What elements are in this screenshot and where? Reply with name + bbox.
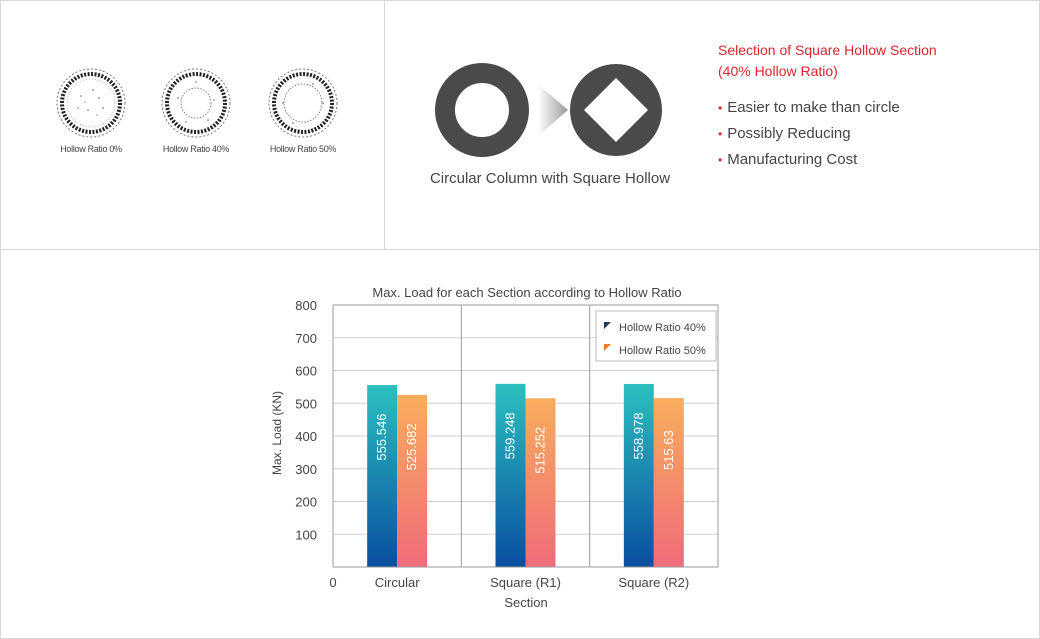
y-tick-label: 700 xyxy=(295,331,317,346)
plot-frame xyxy=(332,304,719,568)
chart-bars: 555.546 525.682 559.248 515.252 558.978 515.6… xyxy=(367,383,684,567)
bar-40-0 xyxy=(367,385,398,567)
circular-section-50-icon xyxy=(268,68,338,138)
legend-label-40: Hollow Ratio 40% xyxy=(619,322,706,334)
y-zero-label: 0 xyxy=(329,575,336,590)
x-tick-label: Square (R1) xyxy=(490,575,561,590)
chart-legend: Hollow Ratio 40% Hollow Ratio 50% xyxy=(595,310,717,362)
legend-swatch-40-icon xyxy=(604,322,611,329)
bar-50-1 xyxy=(525,398,556,567)
bar-value-label: 558.978 xyxy=(631,412,646,459)
legend-swatch-50-icon xyxy=(604,344,611,351)
benefit-text: Easier to make than circle xyxy=(727,99,900,116)
max-load-chart: Max. Load for each Section according to … xyxy=(270,285,719,610)
bar-50-0 xyxy=(397,394,428,567)
section-label-50: Hollow Ratio 50% xyxy=(269,144,337,154)
bar-40-2 xyxy=(623,383,654,567)
circular-hollow-icon xyxy=(435,63,529,157)
bar-50-2 xyxy=(653,398,684,567)
bar-value-label: 559.248 xyxy=(503,412,518,459)
section-hollow-40: Hollow Ratio 40% xyxy=(154,68,238,154)
bar-40-1 xyxy=(495,383,526,567)
concept-diagram xyxy=(435,63,662,157)
x-tick-label: Square (R2) xyxy=(618,575,689,590)
arrow-right-icon xyxy=(538,84,568,136)
y-tick-label: 600 xyxy=(295,364,317,379)
section-label-0: Hollow Ratio 0% xyxy=(60,144,122,154)
concept-caption: Circular Column with Square Hollow xyxy=(429,170,671,187)
selection-title-line2: (40% Hollow Ratio) xyxy=(718,63,838,79)
y-tick-label: 300 xyxy=(295,462,317,477)
bullet-icon: • xyxy=(718,153,723,167)
bar-value-label: 555.546 xyxy=(374,414,389,461)
benefit-text: Manufacturing Cost xyxy=(727,151,858,168)
y-tick-label: 200 xyxy=(295,495,317,510)
square-hollow-icon xyxy=(570,64,662,156)
section-hollow-0: Hollow Ratio 0% xyxy=(49,68,133,154)
selection-title: Selection of Square Hollow Section (40% … xyxy=(718,40,937,82)
bullet-icon: • xyxy=(718,101,723,115)
y-axis-label: Max. Load (KN) xyxy=(270,391,284,475)
bullet-icon: • xyxy=(718,127,723,141)
chart-title: Max. Load for each Section according to … xyxy=(372,285,681,300)
x-tick-label: Circular xyxy=(375,575,420,590)
section-hollow-50: Hollow Ratio 50% xyxy=(261,68,345,154)
selection-title-line1: Selection of Square Hollow Section xyxy=(718,42,937,58)
bar-value-label: 515.63 xyxy=(661,430,676,470)
legend-item-50: Hollow Ratio 50% xyxy=(604,344,706,357)
x-axis-label: Section xyxy=(504,595,547,610)
y-tick-label: 400 xyxy=(295,429,317,444)
benefit-text: Possibly Reducing xyxy=(727,125,851,142)
y-tick-label: 100 xyxy=(295,527,317,542)
circular-section-40-icon xyxy=(161,68,231,138)
legend-label-50: Hollow Ratio 50% xyxy=(619,345,706,357)
bar-value-label: 525.682 xyxy=(404,423,419,470)
bar-value-label: 515.252 xyxy=(533,427,548,474)
benefit-item: • Easier to make than circle xyxy=(718,95,900,121)
section-label-40: Hollow Ratio 40% xyxy=(162,144,230,154)
circular-section-0-icon xyxy=(56,68,126,138)
benefit-item: • Possibly Reducing xyxy=(718,121,900,147)
benefit-list: • Easier to make than circle • Possibly Re… xyxy=(718,95,900,173)
y-tick-label: 500 xyxy=(295,396,317,411)
legend-box xyxy=(595,310,717,362)
y-tick-label: 800 xyxy=(295,298,317,313)
legend-item-40: Hollow Ratio 40% xyxy=(604,322,706,334)
chart-axes: 100 200 300 400 500 600 700 800 0 Circular Square … xyxy=(295,298,719,590)
benefit-item: • Manufacturing Cost xyxy=(718,147,900,173)
